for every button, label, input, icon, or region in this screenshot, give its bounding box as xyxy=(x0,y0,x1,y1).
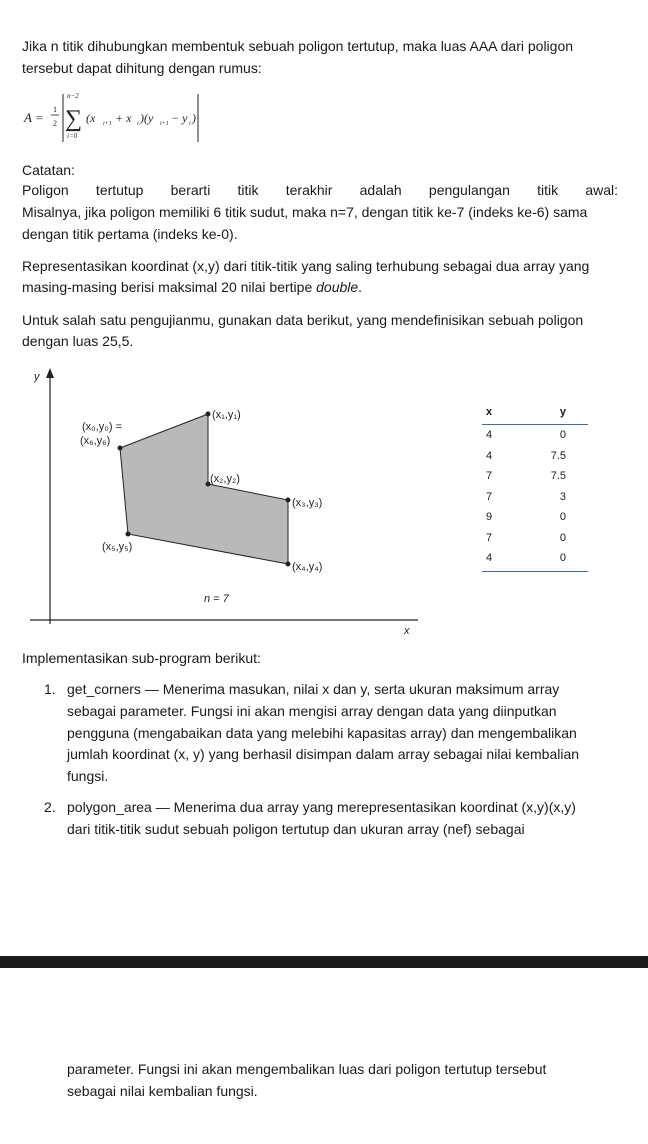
cell-y: 0 xyxy=(559,511,566,524)
formula-lhs: A = xyxy=(23,110,44,125)
formula-sub-i: i xyxy=(137,121,139,127)
formula-term-x: (x xyxy=(86,111,96,125)
cell-x: 7 xyxy=(485,531,493,544)
formula-sum-upper: n−2 xyxy=(67,92,79,100)
cell-y: 0 xyxy=(559,429,566,442)
item-1-line-5: fungsi. xyxy=(67,768,109,784)
polygon-shape xyxy=(119,413,289,565)
y-axis-arrow-icon xyxy=(46,368,54,378)
cell-x: 4 xyxy=(485,449,493,462)
label-p3: (x₃,y₃) xyxy=(292,497,322,509)
formula-frac-num: 1 xyxy=(53,105,57,114)
item-1-line-3: pengguna (mengabaikan data yang melebihi… xyxy=(67,725,577,741)
label-p0a: (x₀,y₀) = xyxy=(82,421,122,433)
test-line-1: Untuk salah satu pengujianmu, gunakan da… xyxy=(22,312,584,328)
formula-frac-den: 2 xyxy=(53,119,57,128)
item-2-line-2: dari titik-titik sudut sebuah poligon te… xyxy=(67,821,525,837)
formula-close: ) xyxy=(191,111,196,125)
header-x: x xyxy=(485,406,493,418)
cell-x: 7 xyxy=(485,490,493,503)
item-2-cont-line-1: parameter. Fungsi ini akan mengembalikan… xyxy=(67,1061,547,1077)
label-p1: (x₁,y₁) xyxy=(212,409,241,421)
note-line-3: dengan titik pertama (indeks ke-0). xyxy=(22,226,238,242)
cell-x: 4 xyxy=(485,552,493,565)
cell-y: 0 xyxy=(559,531,566,544)
test-line-2: dengan luas 25,5. xyxy=(22,333,134,349)
table-bottom-rule xyxy=(482,570,588,572)
coordinates-table: x y 4 0 4 7.5 7 7.5 7 3 9 0 7 0 4 0 xyxy=(482,400,588,572)
cell-x: 7 xyxy=(485,470,493,483)
formula-mid-y: )(y xyxy=(139,111,154,125)
label-p0b: (x₆,y₆) xyxy=(80,435,110,447)
label-p4: (x₄,y₄) xyxy=(292,561,322,573)
cell-x: 4 xyxy=(485,429,493,442)
table-row: 4 7.5 xyxy=(482,446,588,467)
item-2-line-1: polygon_area — Menerima dua array yang m… xyxy=(67,799,576,815)
represent-type: double xyxy=(316,279,359,295)
vertex-5 xyxy=(125,531,131,537)
label-p5: (x₅,y₅) xyxy=(102,541,132,553)
item-2-cont-line-2: sebagai nilai kembalian fungsi. xyxy=(67,1083,258,1099)
item-1-line-2: sebagai parameter. Fungsi ini akan mengi… xyxy=(67,703,557,719)
intro-line-2: tersebut dapat dihitung dengan rumus: xyxy=(22,60,262,76)
cell-y: 7.5 xyxy=(550,449,566,462)
vertex-3 xyxy=(285,497,291,503)
formula-sub-i-b: i xyxy=(189,121,191,127)
vertex-4 xyxy=(285,561,291,567)
formula-minus-y: − y xyxy=(171,111,188,125)
item-1-number: 1. xyxy=(44,681,56,697)
represent-line-2: masing-masing berisi maksimal 20 nilai b… xyxy=(22,279,363,295)
formula-sub-i1-b: i+1 xyxy=(160,121,169,127)
page-break-divider xyxy=(0,956,648,968)
n-label: n = 7 xyxy=(204,593,230,605)
implement-title: Implementasikan sub-program berikut: xyxy=(22,650,261,666)
item-1-line-4: jumlah koordinat (x, y) yang berhasil di… xyxy=(67,746,580,762)
item-2-number: 2. xyxy=(44,799,56,815)
sum-symbol-icon: ∑ xyxy=(65,106,82,132)
x-axis-label: x xyxy=(403,625,410,637)
intro-line-1: Jika n titik dihubungkan membentuk sebua… xyxy=(22,38,574,54)
note-title: Catatan: xyxy=(22,162,75,178)
area-formula: A = 1 2 n−2 ∑ i=0 (x i+1 + x i )(y i+1 −… xyxy=(23,92,199,142)
table-header: x y xyxy=(482,400,588,425)
formula-sub-i1: i+1 xyxy=(103,121,112,127)
table-body: 4 0 4 7.5 7 7.5 7 3 9 0 7 0 4 0 xyxy=(482,425,588,569)
cell-y: 0 xyxy=(559,552,566,565)
polygon-diagram: y x (x₀,y₀) = (x₆,y₆) (x₁,y₁) (x₂,y₂) (x… xyxy=(30,368,418,637)
cell-y: 3 xyxy=(559,490,566,503)
item-1-line-1: get_corners — Menerima masukan, nilai x … xyxy=(67,681,560,697)
formula-plus-x: + x xyxy=(115,111,132,125)
vertex-1 xyxy=(205,411,211,417)
represent-line-1: Representasikan koordinat (x,y) dari tit… xyxy=(22,258,590,274)
label-p2: (x₂,y₂) xyxy=(210,473,240,485)
cell-y: 7.5 xyxy=(550,470,566,483)
vertex-0 xyxy=(117,445,123,451)
note-line-1: Poligon tertutup berarti titik terakhir … xyxy=(22,182,618,198)
note-line-2: Misalnya, jika poligon memiliki 6 titik … xyxy=(22,204,588,220)
header-y: y xyxy=(559,406,566,418)
cell-x: 9 xyxy=(485,511,493,524)
vertex-2 xyxy=(205,481,211,487)
table-row: 7 7.5 xyxy=(482,466,588,487)
formula-sum-lower: i=0 xyxy=(67,132,78,140)
y-axis-label: y xyxy=(33,371,41,383)
